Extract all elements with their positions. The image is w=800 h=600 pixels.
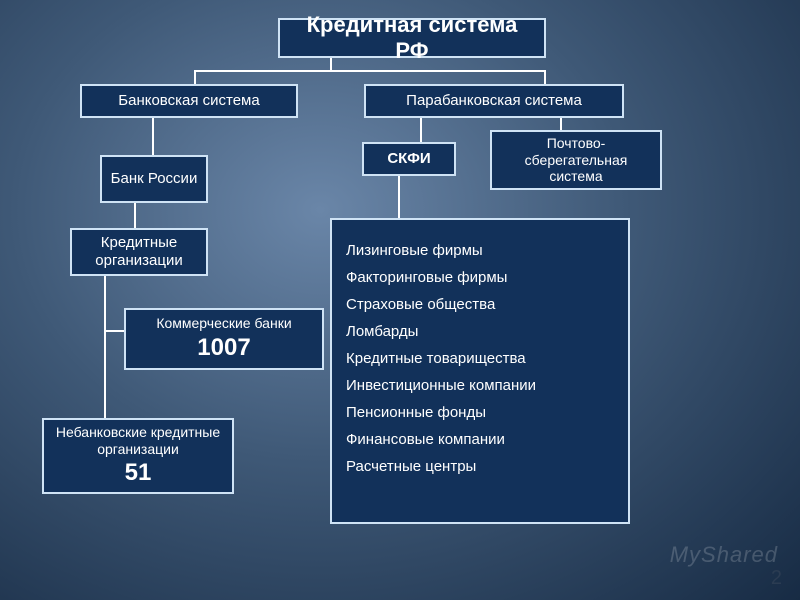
connector: [152, 118, 154, 155]
watermark: MyShared: [670, 542, 778, 568]
node-number: 51: [125, 459, 152, 488]
list-item: Лизинговые фирмы: [346, 242, 614, 259]
node-label: Небанковские кредитные организации: [52, 424, 224, 458]
node-label: Коммерческие банки: [156, 315, 291, 332]
node-banking-system: Банковская система: [80, 84, 298, 118]
node-credit-orgs: Кредитные организации: [70, 228, 208, 276]
node-number: 1007: [197, 334, 250, 363]
slide-number: 2: [771, 567, 782, 590]
connector: [104, 330, 124, 332]
node-root: Кредитная система РФ: [278, 18, 546, 58]
node-postal-savings: Почтово-сберегательная система: [490, 130, 662, 190]
connector: [104, 276, 106, 418]
connector: [194, 70, 544, 72]
node-commercial-banks: Коммерческие банки 1007: [124, 308, 324, 370]
list-item: Факторинговые фирмы: [346, 269, 614, 286]
node-skfi: СКФИ: [362, 142, 456, 176]
node-label: Парабанковская система: [406, 92, 582, 110]
node-label: Почтово-сберегательная система: [500, 135, 652, 185]
list-item: Ломбарды: [346, 323, 614, 340]
connector: [544, 70, 546, 84]
node-label: Кредитная система РФ: [288, 12, 536, 65]
list-item: Пенсионные фонды: [346, 404, 614, 421]
list-item: Кредитные товарищества: [346, 350, 614, 367]
node-label: Банковская система: [118, 92, 259, 110]
node-parabanking-system: Парабанковская система: [364, 84, 624, 118]
list-item: Финансовые компании: [346, 431, 614, 448]
node-skfi-list: Лизинговые фирмы Факторинговые фирмы Стр…: [330, 218, 630, 524]
connector: [398, 176, 400, 218]
connector: [420, 118, 422, 142]
connector: [560, 118, 562, 130]
connector: [134, 203, 136, 228]
node-label: Кредитные организации: [80, 234, 198, 270]
slide-stage: Кредитная система РФ Банковская система …: [0, 0, 800, 600]
list-item: Страховые общества: [346, 296, 614, 313]
node-bank-of-russia: Банк России: [100, 155, 208, 203]
list-item: Расчетные центры: [346, 458, 614, 475]
list-item: Инвестиционные компании: [346, 377, 614, 394]
connector: [194, 70, 196, 84]
node-label: СКФИ: [387, 150, 430, 168]
node-nonbank-credit-orgs: Небанковские кредитные организации 51: [42, 418, 234, 494]
node-label: Банк России: [111, 170, 198, 188]
